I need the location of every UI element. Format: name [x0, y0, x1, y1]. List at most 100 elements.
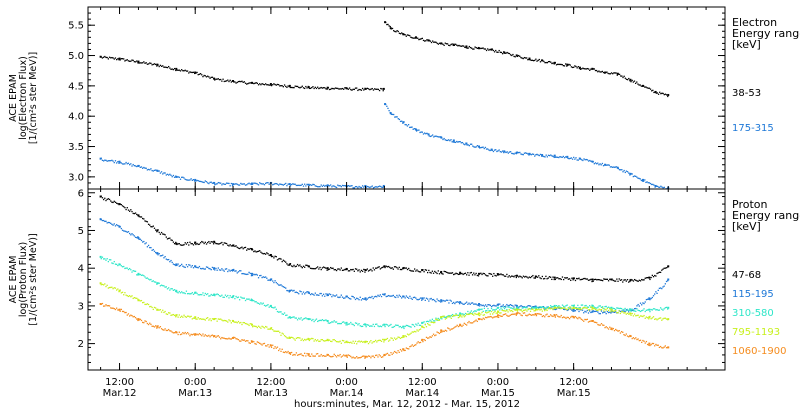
data-point: [105, 259, 107, 261]
y-axis-label-line: log(Electron Flux): [18, 56, 29, 140]
data-point: [410, 332, 412, 334]
data-point: [166, 288, 169, 290]
data-point: [192, 244, 195, 246]
data-point: [456, 273, 458, 275]
data-point: [455, 301, 457, 303]
data-point: [657, 309, 659, 311]
data-point: [113, 200, 115, 202]
data-point: [561, 304, 564, 306]
data-point: [178, 243, 180, 245]
data-point: [184, 242, 186, 244]
data-point: [528, 276, 530, 278]
data-point: [257, 325, 260, 327]
data-point: [350, 298, 352, 300]
data-point: [134, 236, 137, 238]
data-point: [463, 322, 465, 325]
data-point: [408, 297, 410, 299]
data-point: [406, 296, 409, 299]
data-point: [507, 315, 509, 317]
data-point: [454, 273, 456, 275]
data-point: [564, 306, 566, 308]
data-point: [298, 317, 300, 319]
data-point: [186, 315, 189, 317]
data-point: [305, 185, 307, 187]
data-point: [562, 155, 565, 158]
data-point: [606, 327, 609, 329]
data-point: [659, 287, 662, 289]
data-point: [197, 180, 199, 182]
data-point: [375, 88, 377, 90]
data-point: [520, 56, 522, 59]
data-point: [250, 340, 253, 343]
data-point: [273, 330, 275, 332]
data-point: [641, 180, 644, 182]
data-point: [311, 337, 313, 340]
data-point: [442, 138, 444, 141]
data-point: [664, 283, 666, 285]
data-point: [515, 312, 518, 315]
data-point: [332, 185, 334, 187]
data-point: [170, 288, 172, 290]
data-point: [641, 278, 643, 281]
data-point: [422, 39, 425, 42]
data-point: [319, 185, 321, 188]
data-point: [501, 150, 504, 152]
data-point: [451, 43, 453, 45]
data-point: [367, 88, 370, 90]
data-point: [306, 318, 308, 320]
data-point: [131, 271, 133, 273]
data-point: [577, 304, 579, 307]
data-point: [268, 183, 270, 185]
data-point: [153, 326, 156, 328]
data-point: [209, 181, 211, 184]
data-point: [364, 357, 366, 359]
data-point: [528, 313, 530, 315]
data-point: [546, 313, 548, 315]
data-point: [338, 88, 340, 90]
data-point: [392, 352, 395, 354]
data-point: [215, 242, 217, 245]
data-point: [560, 63, 562, 66]
data-point: [581, 319, 584, 321]
data-point: [337, 184, 339, 186]
data-point: [285, 314, 287, 317]
data-point: [590, 278, 592, 281]
data-point: [199, 318, 202, 320]
data-point: [306, 291, 308, 293]
data-point: [435, 317, 437, 319]
y-tick-label: 6: [78, 188, 84, 199]
data-point: [137, 299, 140, 302]
data-point: [205, 181, 208, 183]
data-point: [140, 216, 143, 218]
data-point: [499, 303, 501, 305]
data-point: [223, 270, 225, 272]
data-point: [320, 292, 322, 295]
data-point: [421, 297, 424, 300]
data-point: [652, 183, 654, 186]
data-point: [623, 333, 625, 336]
data-point: [667, 346, 670, 349]
data-point: [478, 303, 481, 306]
data-point: [285, 182, 287, 185]
data-point: [321, 295, 324, 297]
data-point: [568, 278, 571, 280]
data-point: [288, 289, 291, 292]
data-point: [413, 296, 416, 298]
data-point: [314, 319, 316, 321]
data-point: [140, 319, 143, 322]
data-point: [455, 313, 457, 315]
data-point: [612, 279, 614, 282]
data-point: [440, 329, 443, 332]
data-point: [593, 306, 596, 308]
data-point: [313, 87, 315, 90]
data-point: [471, 47, 473, 49]
data-point: [220, 182, 222, 184]
data-point: [650, 297, 652, 300]
data-point: [523, 152, 526, 154]
data-point: [402, 336, 404, 339]
data-point: [173, 242, 176, 245]
data-point: [334, 354, 337, 357]
data-point: [299, 264, 301, 266]
data-point: [443, 137, 445, 140]
